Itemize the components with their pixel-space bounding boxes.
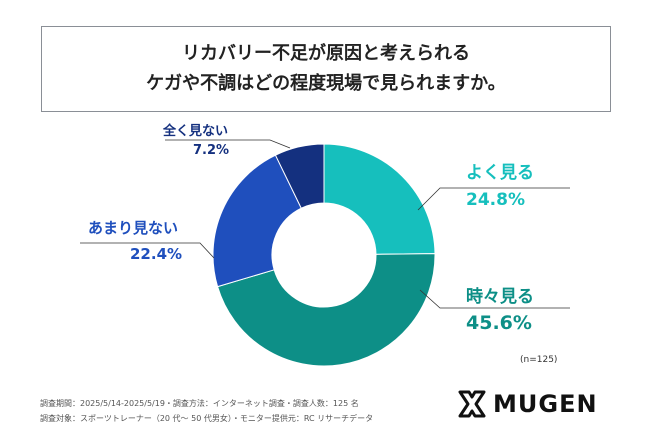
label-val-3: 7.2% <box>193 143 230 158</box>
footer-line-1: 調査期間：2025/5/14-2025/5/19・調査方法：インターネット調査・… <box>40 399 359 408</box>
label-val-0: 24.8% <box>466 190 525 210</box>
slice-0 <box>323 143 436 255</box>
leader-line-1 <box>419 289 570 309</box>
label-val-1: 45.6% <box>466 312 532 334</box>
label-cat-0: よく見る <box>466 163 534 183</box>
mugen-logo-icon <box>458 390 486 418</box>
leader-line-3 <box>165 139 291 149</box>
label-cat-1: 時々見る <box>466 287 534 307</box>
label-val-2: 22.4% <box>130 245 183 263</box>
slice-3 <box>274 143 325 209</box>
title-line-2: ケガや不調はどの程度現場で見られますか。 <box>146 73 506 94</box>
label-cat-2: あまり見ない <box>88 219 179 237</box>
leader-line-2 <box>80 242 215 259</box>
mugen-logo-text: MUGEN <box>493 390 598 418</box>
slice-2 <box>212 154 302 288</box>
leader-line-0 <box>417 187 570 211</box>
footer-line-2: 調査対象：スポーツトレーナー（20 代〜 50 代男女）・モニター提供元：RC … <box>40 414 374 423</box>
title-line-1: リカバリー不足が原因と考えられる <box>182 43 470 64</box>
mugen-logo: MUGEN <box>457 389 598 419</box>
sample-size: (n=125) <box>520 355 558 365</box>
label-cat-3: 全く見ない <box>163 124 229 139</box>
slice-1 <box>216 253 436 367</box>
title-box: リカバリー不足が原因と考えられる ケガや不調はどの程度現場で見られますか。 <box>41 26 611 112</box>
